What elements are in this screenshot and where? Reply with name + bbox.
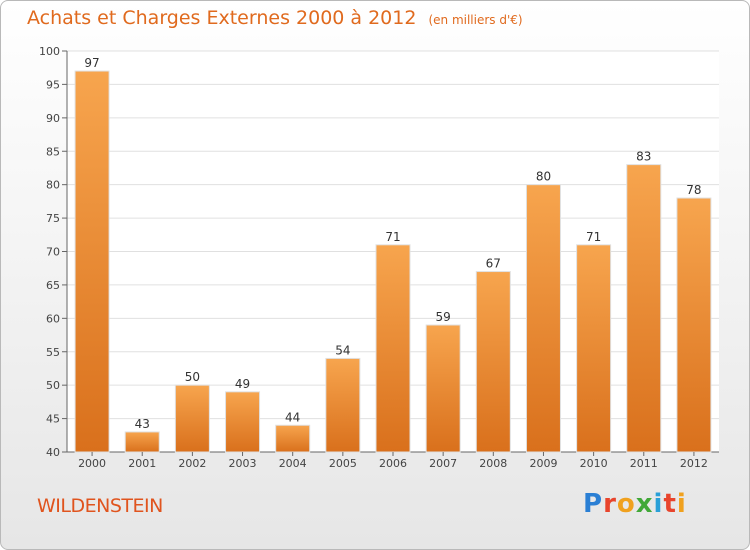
- data-label: 71: [586, 230, 601, 244]
- data-label: 97: [84, 56, 99, 70]
- y-tick-label: 95: [46, 78, 60, 91]
- bar: [626, 164, 662, 453]
- logo-letter: P: [583, 489, 604, 519]
- y-tick-label: 85: [46, 145, 60, 158]
- data-label: 80: [536, 170, 551, 184]
- x-tick-label: 2003: [229, 457, 257, 470]
- chart-subtitle: (en milliers d'€): [428, 13, 523, 27]
- data-label: 78: [686, 183, 701, 197]
- bar: [676, 197, 712, 453]
- y-tick-label: 55: [46, 346, 60, 359]
- x-tick-label: 2001: [128, 457, 156, 470]
- y-tick-label: 75: [46, 212, 60, 225]
- data-label: 54: [335, 343, 350, 357]
- bar: [525, 184, 561, 453]
- logo-letter: o: [616, 489, 636, 519]
- y-tick-label: 65: [46, 279, 60, 292]
- y-tick-label: 40: [46, 446, 60, 459]
- x-tick-label: 2000: [78, 457, 106, 470]
- commune-name: WILDENSTEIN: [37, 495, 163, 517]
- bar: [576, 244, 612, 453]
- data-label: 59: [436, 310, 451, 324]
- x-tick-label: 2004: [279, 457, 307, 470]
- x-tick-label: 2011: [630, 457, 658, 470]
- bar: [74, 70, 110, 453]
- bar: [425, 324, 461, 453]
- x-tick-label: 2005: [329, 457, 357, 470]
- logo-letter: t: [663, 489, 677, 519]
- bar: [475, 271, 511, 453]
- bar: [174, 384, 210, 453]
- data-label: 71: [385, 230, 400, 244]
- bar: [375, 244, 411, 453]
- data-label: 83: [636, 150, 651, 164]
- x-tick-label: 2008: [479, 457, 507, 470]
- x-tick-label: 2010: [580, 457, 608, 470]
- logo-letter: r: [603, 489, 617, 519]
- y-tick-label: 50: [46, 379, 60, 392]
- chart-title: Achats et Charges Externes 2000 à 2012: [27, 7, 417, 29]
- bar: [325, 357, 361, 453]
- logo-letter: x: [635, 489, 654, 519]
- x-tick-label: 2002: [178, 457, 206, 470]
- chart-title-block: Achats et Charges Externes 2000 à 2012 (e…: [27, 7, 523, 29]
- x-tick-label: 2007: [429, 457, 457, 470]
- y-tick-label: 70: [46, 246, 60, 259]
- y-tick-label: 60: [46, 312, 60, 325]
- x-tick-label: 2006: [379, 457, 407, 470]
- y-tick-label: 80: [46, 179, 60, 192]
- data-label: 44: [285, 410, 300, 424]
- bar: [124, 431, 160, 453]
- data-label: 43: [135, 417, 150, 431]
- y-tick-label: 45: [46, 413, 60, 426]
- bar: [275, 424, 311, 453]
- y-tick-label: 100: [39, 45, 60, 58]
- logo-letter: i: [653, 489, 664, 519]
- data-label: 67: [486, 257, 501, 271]
- bar: [225, 391, 261, 453]
- data-label: 49: [235, 377, 250, 391]
- data-label: 50: [185, 370, 200, 384]
- x-tick-label: 2012: [680, 457, 708, 470]
- x-tick-label: 2009: [529, 457, 557, 470]
- logo-letter: i: [676, 489, 687, 519]
- proxiti-logo[interactable]: Proxiti: [583, 489, 687, 519]
- y-tick-label: 90: [46, 112, 60, 125]
